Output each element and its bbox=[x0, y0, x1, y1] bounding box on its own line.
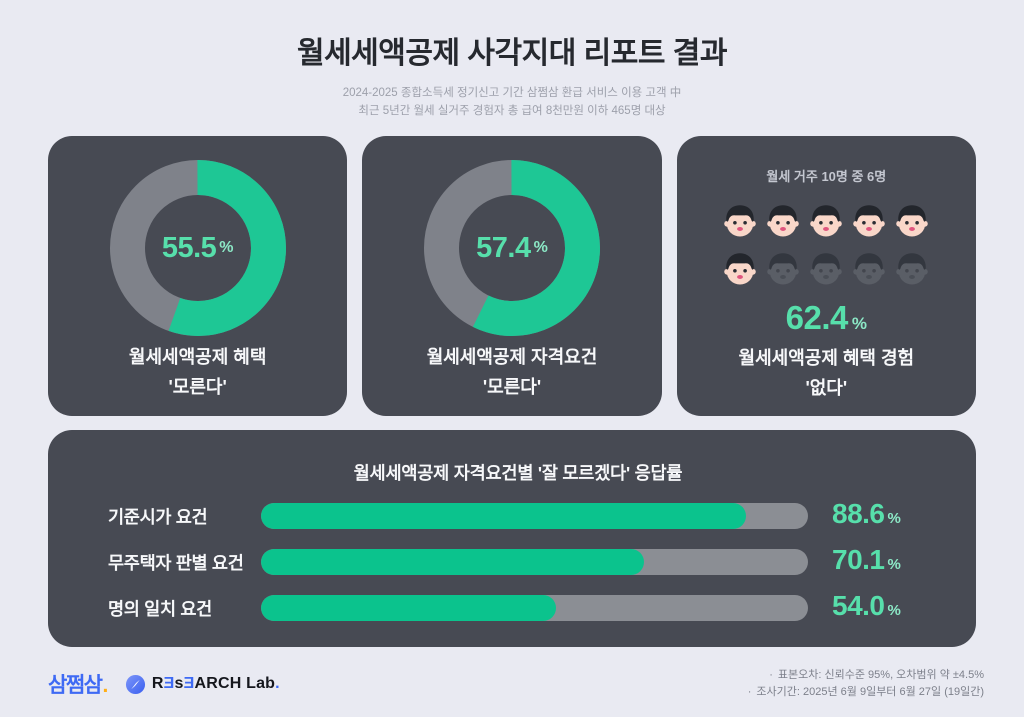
bar-fill bbox=[261, 549, 645, 575]
person-icon bbox=[767, 253, 800, 285]
bar-category-label: 기준시가 요건 bbox=[108, 506, 208, 527]
pictogram-card-benefit-experience: 월세 거주 10명 중 6명 62.4 % 월세세액공제 혜택 경험 '없다' bbox=[676, 136, 976, 416]
donut-center-value: 57.4 % bbox=[424, 160, 600, 336]
card-label-line-1: 월세세액공제 혜택 경험 bbox=[738, 348, 915, 368]
card-label: 월세세액공제 혜택 경험 '없다' bbox=[677, 343, 976, 403]
donut-card-requirement-awareness: 57.4 % 월세세액공제 자격요건 '모른다' bbox=[362, 136, 662, 416]
stat-cards-row: 55.5 % 월세세액공제 혜택 '모른다' 57.4 % bbox=[48, 136, 976, 416]
donut-chart-requirement-awareness: 57.4 % bbox=[423, 160, 600, 336]
bar-value: 88.6% bbox=[832, 497, 901, 529]
bar-chart-title: 월세세액공제 자격요건별 '잘 모르겠다' 응답률 bbox=[353, 463, 683, 483]
person-icon bbox=[810, 205, 843, 237]
people-pictogram bbox=[677, 199, 976, 287]
person-icon bbox=[810, 253, 843, 285]
percent-sign: % bbox=[533, 239, 548, 256]
bar-fill bbox=[261, 595, 557, 621]
footer-note-sampling-error: · 표본오차: 신뢰수준 95%, 오차범위 약 ±4.5% bbox=[769, 669, 984, 681]
bar-row: 기준시가 요건 88.6% bbox=[108, 497, 928, 529]
subtitle-line-1: 2024-2025 종합소득세 정기신고 기간 삼쩜삼 환급 서비스 이용 고객… bbox=[342, 87, 682, 99]
card-label: 월세세액공제 자격요건 '모른다' bbox=[362, 342, 661, 402]
card-label-line-1: 월세세액공제 혜택 bbox=[128, 347, 267, 367]
bar-fill bbox=[261, 503, 746, 529]
person-icon bbox=[724, 205, 757, 237]
card-label-line-2: '모른다' bbox=[482, 377, 542, 397]
compass-icon bbox=[125, 674, 145, 694]
bar-value: 70.1% bbox=[832, 543, 901, 575]
card-label-line-1: 월세세액공제 자격요건 bbox=[426, 347, 598, 367]
bar-track bbox=[261, 549, 808, 575]
donut-value: 57.4 bbox=[476, 231, 531, 264]
research-lab-logo: RƎsƎARCH Lab. bbox=[125, 674, 280, 695]
bar-row: 무주택자 판별 요건 70.1% bbox=[108, 543, 928, 575]
footer-logos: 삼쩜삼. RƎsƎARCH Lab. bbox=[48, 669, 280, 699]
percent-sign: % bbox=[219, 239, 234, 256]
pictogram-value: 62.4 bbox=[785, 299, 849, 336]
samjjeomsam-wordmark: 삼쩜삼 bbox=[48, 674, 103, 697]
card-label: 월세세액공제 혜택 '모른다' bbox=[48, 342, 347, 402]
person-icon bbox=[896, 253, 929, 285]
donut-chart-benefit-awareness: 55.5 % bbox=[109, 160, 286, 336]
person-icon bbox=[896, 205, 929, 237]
percent-sign: % bbox=[887, 555, 901, 573]
bar-category-label: 명의 일치 요건 bbox=[108, 598, 212, 619]
card-label-line-2: '모른다' bbox=[168, 377, 227, 397]
bar-track bbox=[261, 503, 808, 529]
bar-row: 명의 일치 요건 54.0% bbox=[108, 589, 928, 621]
page-title: 월세세액공제 사각지대 리포트 결과 bbox=[296, 37, 728, 70]
report-header: 월세세액공제 사각지대 리포트 결과 2024-2025 종합소득세 정기신고 … bbox=[0, 0, 1024, 120]
percent-sign: % bbox=[851, 314, 867, 333]
footer-notes: · 표본오차: 신뢰수준 95%, 오차범위 약 ±4.5% · 조사기간: 202… bbox=[748, 667, 984, 701]
research-lab-wordmark: RƎsƎARCH Lab. bbox=[151, 675, 280, 692]
card-label-line-2: '없다' bbox=[805, 378, 848, 398]
percent-sign: % bbox=[887, 601, 901, 619]
bar-chart-rows: 기준시가 요건 88.6% 무주택자 판별 요건 70.1% 명의 일치 요건 54.0% bbox=[108, 497, 928, 621]
bar-category-label: 무주택자 판별 요건 bbox=[108, 552, 244, 573]
footer-note-survey-period: · 조사기간: 2025년 6월 9일부터 6월 27일 (19일간) bbox=[747, 686, 984, 698]
bar-chart-card: 월세세액공제 자격요건별 '잘 모르겠다' 응답률 기준시가 요건 88.6% 무주… bbox=[48, 430, 976, 647]
person-icon bbox=[724, 253, 757, 285]
donut-center-value: 55.5 % bbox=[110, 160, 286, 336]
donut-card-benefit-awareness: 55.5 % 월세세액공제 혜택 '모른다' bbox=[48, 136, 348, 416]
donut-value: 55.5 bbox=[161, 231, 217, 264]
pictogram-value-line: 62.4 % bbox=[677, 299, 976, 337]
subtitle-line-2: 최근 5년간 월세 실거주 경험자 총 급여 8천만원 이하 465명 대상 bbox=[358, 105, 666, 117]
donut-svg bbox=[423, 160, 600, 336]
percent-sign: % bbox=[887, 509, 901, 527]
samjjeomsam-logo: 삼쩜삼. bbox=[48, 669, 108, 699]
pictogram-caption: 월세 거주 10명 중 6명 bbox=[766, 169, 887, 184]
person-icon bbox=[853, 205, 886, 237]
donut-svg bbox=[109, 160, 286, 336]
person-icon bbox=[853, 253, 886, 285]
page-footer: 삼쩜삼. RƎsƎARCH Lab. · 표본오차: 신뢰수준 95 bbox=[48, 667, 984, 701]
bar-value: 54.0% bbox=[832, 589, 901, 621]
person-icon bbox=[767, 205, 800, 237]
bar-track bbox=[261, 595, 808, 621]
samjjeomsam-dot: . bbox=[102, 674, 108, 697]
report-subtitle: 2024-2025 종합소득세 정기신고 기간 삼쩜삼 환급 서비스 이용 고객… bbox=[0, 84, 1024, 120]
